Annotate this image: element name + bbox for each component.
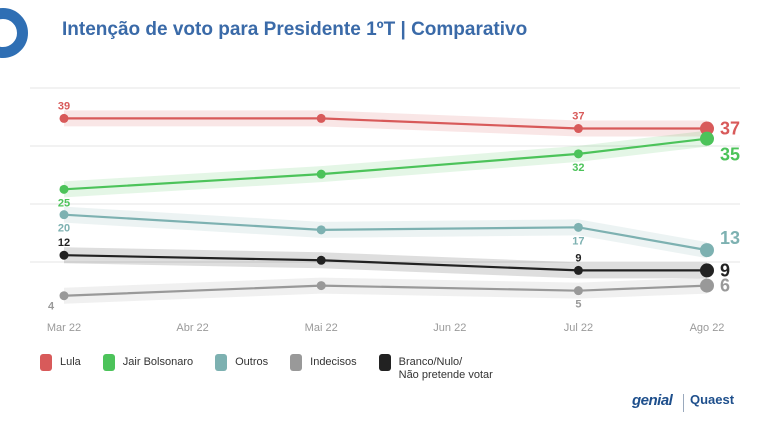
chart-title: Intenção de voto para Presidente 1ºT | C… <box>62 19 528 40</box>
data-point <box>316 169 326 179</box>
data-point <box>573 149 583 159</box>
legend-swatch <box>378 354 391 371</box>
data-point <box>59 250 69 260</box>
data-label: 37 <box>720 119 740 139</box>
data-point <box>59 291 69 301</box>
data-point <box>573 265 583 275</box>
data-point <box>573 124 583 134</box>
legend-label: Jair Bolsonaro <box>122 356 194 368</box>
data-label: 25 <box>58 197 70 209</box>
data-point <box>700 243 714 258</box>
data-point <box>700 121 714 136</box>
data-label: 13 <box>720 228 740 248</box>
x-tick-label: Mai 22 <box>305 322 338 334</box>
legend-label: Branco/Nulo/ Não pretende votar <box>398 356 493 381</box>
series-band <box>64 206 707 259</box>
legend-label: Lula <box>60 356 81 368</box>
x-tick-label: Abr 22 <box>176 322 208 334</box>
corner-logo <box>0 8 28 58</box>
genial-logo: genial <box>632 392 673 409</box>
data-label: 32 <box>572 162 584 174</box>
x-tick-label: Jul 22 <box>564 322 593 334</box>
legend-label: Indecisos <box>310 356 357 368</box>
series-line <box>63 213 708 252</box>
brand-divider <box>683 394 684 412</box>
data-point <box>700 278 714 293</box>
data-label: 37 <box>572 111 584 123</box>
data-label: 39 <box>58 100 70 112</box>
data-label: 4 <box>48 301 55 313</box>
series-line <box>63 254 707 272</box>
data-point <box>700 131 714 146</box>
data-point <box>59 184 69 194</box>
data-point <box>316 225 326 235</box>
series-band <box>64 277 707 304</box>
legend-swatch <box>215 354 228 371</box>
series-band <box>64 110 707 137</box>
x-tick-label: Mar 22 <box>47 322 81 334</box>
series-line <box>63 137 708 191</box>
data-point <box>573 286 583 296</box>
data-point <box>316 255 326 265</box>
data-point <box>59 210 69 220</box>
data-point <box>573 222 583 232</box>
data-point <box>59 113 69 123</box>
x-tick-label: Jun 22 <box>433 322 466 334</box>
data-label: 20 <box>58 223 70 235</box>
legend-item: Jair Bolsonaro <box>102 354 194 371</box>
data-label: 12 <box>58 237 70 249</box>
legend-item: Indecisos <box>290 354 357 371</box>
data-label: 5 <box>575 299 581 311</box>
data-label: 9 <box>575 252 581 264</box>
legend-item: Outros <box>215 354 268 371</box>
quaest-logo: Quaest <box>690 392 735 407</box>
series-band <box>64 130 707 198</box>
x-tick-label: Ago 22 <box>690 322 725 334</box>
series-line <box>64 117 707 130</box>
data-point <box>316 281 326 291</box>
data-label: 35 <box>720 145 740 165</box>
legend-label: Outros <box>235 356 269 368</box>
data-point <box>700 263 714 278</box>
legend-swatch <box>290 354 303 371</box>
data-point <box>316 113 326 123</box>
data-label: 17 <box>572 235 584 247</box>
legend-swatch <box>40 354 52 371</box>
legend-swatch <box>102 354 115 371</box>
data-label: 9 <box>720 260 730 280</box>
data-label: 6 <box>720 276 730 296</box>
legend-item: Lula <box>40 354 81 371</box>
chart-legend: Lula Jair Bolsonaro Outros Indecisos Branco/… <box>40 354 515 382</box>
series-line <box>63 284 708 297</box>
legend-item: Branco/Nulo/ Não pretende votar <box>378 354 493 382</box>
